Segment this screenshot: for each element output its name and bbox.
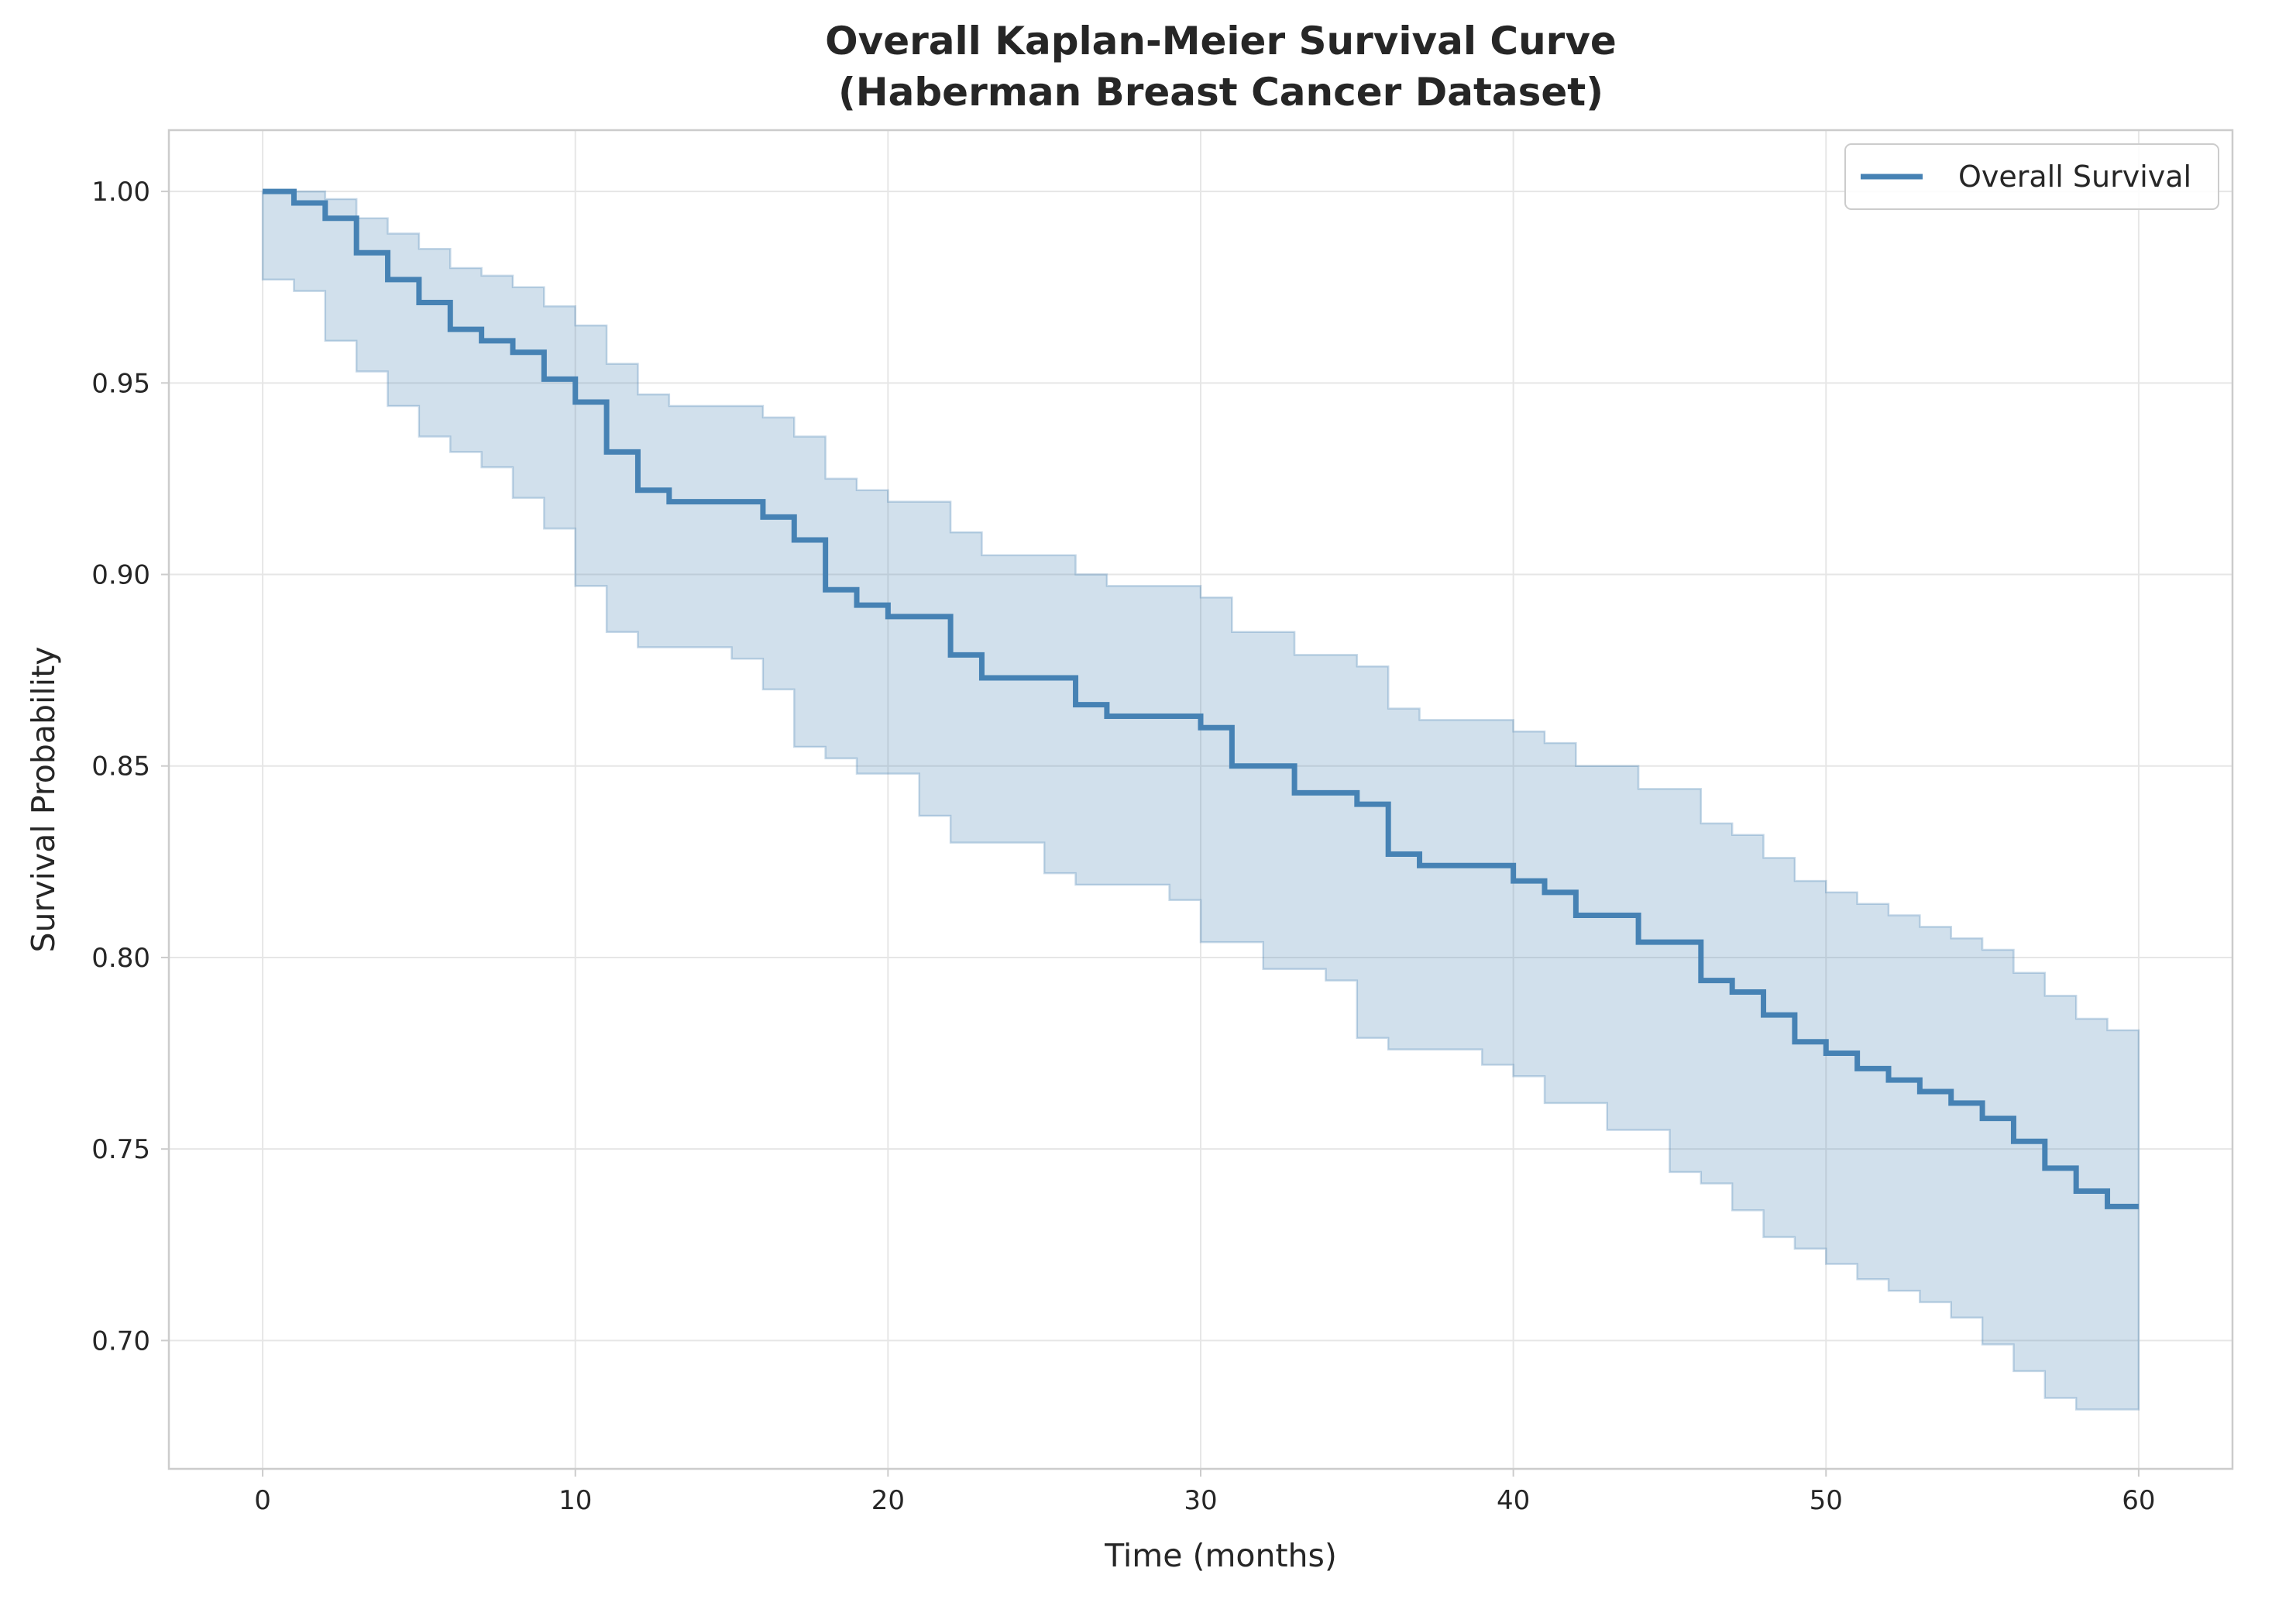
y-tick-label-0.70: 0.70	[91, 1326, 150, 1357]
x-tick-label-20: 20	[871, 1485, 905, 1516]
chart-title-line-2: (Haberman Breast Cancer Dataset)	[838, 70, 1603, 115]
confidence-band	[261, 190, 2140, 1411]
x-tick-label-10: 10	[559, 1485, 592, 1516]
legend-box	[1844, 143, 2219, 210]
y-tick-label-1.00: 1.00	[91, 177, 150, 208]
x-tick-label-50: 50	[1810, 1485, 1843, 1516]
y-axis-label: Survival Probability	[25, 646, 62, 952]
x-tick-label-0: 0	[254, 1485, 271, 1516]
survival-series	[263, 188, 2139, 1209]
legend-label-overall-survival: Overall Survival	[1958, 160, 2191, 194]
y-tick-label-0.90: 0.90	[91, 560, 150, 591]
y-axis-ticks: 0.70 0.75 0.80 0.85 0.90 0.95 1.00	[91, 177, 169, 1357]
y-tick-label-0.85: 0.85	[91, 751, 150, 782]
y-tick-label-0.95: 0.95	[91, 368, 150, 399]
x-tick-label-30: 30	[1184, 1485, 1217, 1516]
grid-lines	[169, 130, 2232, 1469]
x-axis-label: Time (months)	[1104, 1537, 1337, 1574]
y-tick-label-0.75: 0.75	[91, 1134, 150, 1165]
x-tick-label-60: 60	[2122, 1485, 2155, 1516]
legend: Overall Survival	[1844, 143, 2219, 210]
chart-title-line-1: Overall Kaplan-Meier Survival Curve	[825, 19, 1617, 64]
y-tick-label-0.80: 0.80	[91, 943, 150, 974]
x-tick-label-40: 40	[1497, 1485, 1530, 1516]
x-axis-ticks: 0 10 20 30 40 50 60	[254, 1469, 2156, 1516]
survival-line-overall	[263, 188, 2139, 1209]
ci-band-area	[261, 190, 2140, 1411]
